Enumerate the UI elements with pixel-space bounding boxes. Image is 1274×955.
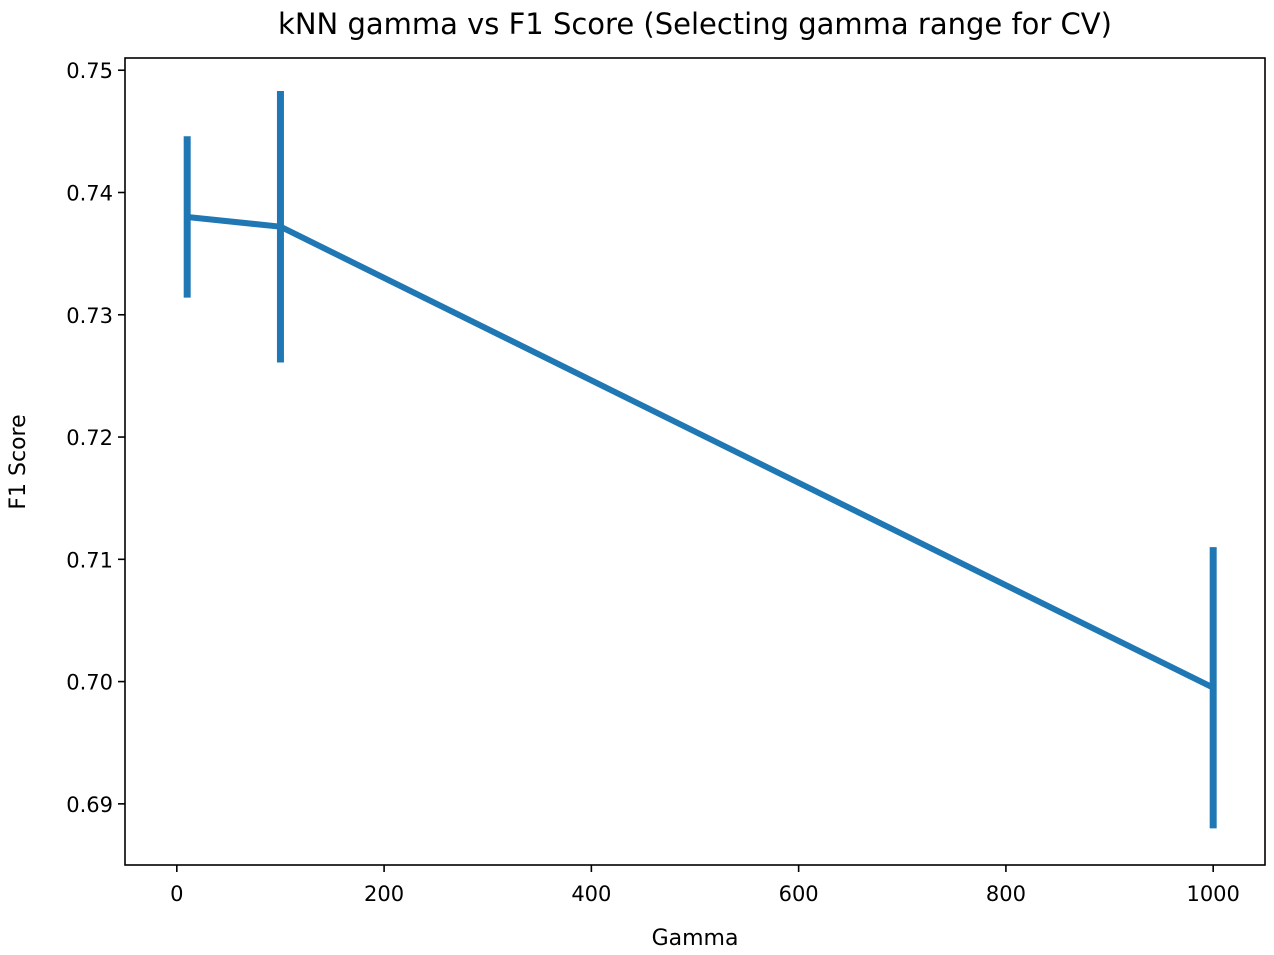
axes-frame [124, 57, 1266, 866]
y-tick-label: 0.73 [66, 304, 113, 328]
y-tick-label: 0.72 [66, 426, 113, 450]
x-tick-label: 400 [571, 882, 611, 906]
x-axis-label: Gamma [652, 926, 739, 951]
x-tick-label: 600 [779, 882, 819, 906]
series-line [186, 214, 1215, 691]
y-tick-label: 0.75 [66, 59, 113, 83]
data-point [184, 213, 191, 220]
y-axis-label: F1 Score [6, 414, 31, 509]
y-tick-label: 0.69 [66, 793, 113, 817]
x-tick-label: 0 [170, 882, 183, 906]
y-tick-label: 0.71 [66, 548, 113, 572]
data-point [1210, 684, 1217, 691]
x-tick-label: 1000 [1186, 882, 1239, 906]
y-axis: 0.69 0.70 0.71 0.72 0.73 0.74 0.75 [66, 59, 125, 817]
x-tick-label: 800 [986, 882, 1026, 906]
y-tick-label: 0.74 [66, 182, 113, 206]
x-tick-label: 200 [364, 882, 404, 906]
data-point [277, 223, 284, 230]
plot-area [183, 91, 1217, 829]
x-axis: 0 200 400 600 800 1000 [170, 865, 1240, 906]
chart-title: kNN gamma vs F1 Score (Selecting gamma r… [278, 7, 1112, 41]
y-tick-label: 0.70 [66, 671, 113, 695]
